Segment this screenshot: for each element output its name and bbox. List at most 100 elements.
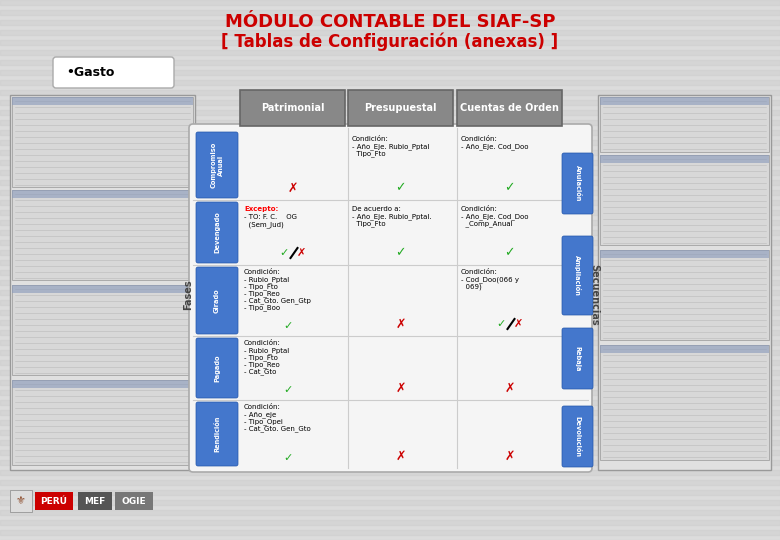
Bar (0, 140, 780, 145)
Bar (0, 170, 780, 175)
Text: - Año_eje: - Año_eje (244, 411, 276, 418)
Text: De acuerdo a:: De acuerdo a: (352, 206, 401, 212)
FancyBboxPatch shape (196, 338, 238, 398)
Bar (0, 350, 780, 355)
Text: Condición:: Condición: (461, 136, 498, 142)
Bar (0, 130, 780, 135)
Text: ✓: ✓ (284, 453, 293, 463)
Bar (0, 30, 780, 35)
Bar (0, 440, 780, 445)
Bar (0, 230, 780, 235)
Bar (0, 70, 780, 75)
Text: _Comp_Anual: _Comp_Anual (461, 220, 512, 227)
Text: ✗: ✗ (514, 319, 523, 329)
Text: ✓: ✓ (284, 385, 293, 395)
Bar (600, 97, 769, 152)
Bar (0, 90, 780, 95)
Text: ✗: ✗ (504, 449, 515, 462)
Text: ✓: ✓ (395, 246, 406, 260)
Bar (0, 110, 780, 115)
Bar (0, 180, 780, 185)
Bar (0, 20, 780, 25)
FancyBboxPatch shape (196, 132, 238, 198)
Bar (0, 390, 780, 395)
Bar (0, 530, 780, 535)
Text: - Año_Eje. Cod_Doo: - Año_Eje. Cod_Doo (461, 143, 529, 150)
Text: - Tipo_Reo: - Tipo_Reo (244, 361, 280, 368)
Bar (0, 480, 780, 485)
Text: Tipo_Fto: Tipo_Fto (352, 150, 385, 157)
Bar (0, 400, 780, 405)
Bar (12, 190, 193, 198)
FancyBboxPatch shape (562, 406, 593, 467)
Bar (0, 520, 780, 525)
Text: Condición:: Condición: (352, 136, 389, 142)
Text: MEF: MEF (84, 496, 105, 505)
FancyBboxPatch shape (196, 267, 238, 334)
Text: (Sem_Jud): (Sem_Jud) (244, 221, 284, 228)
Bar (0, 100, 780, 105)
Text: MÓDULO CONTABLE DEL SIAF-SP: MÓDULO CONTABLE DEL SIAF-SP (225, 13, 555, 31)
Text: - Tipo_Boo: - Tipo_Boo (244, 304, 280, 310)
Bar (0, 220, 780, 225)
Text: Rendición: Rendición (214, 416, 220, 452)
Text: ✗: ✗ (395, 381, 406, 395)
Text: Condición:: Condición: (461, 206, 498, 212)
Bar (0, 210, 780, 215)
Bar (12, 190, 193, 280)
Bar (0, 150, 780, 155)
Bar (0, 510, 780, 515)
Bar (598, 95, 771, 470)
Bar (0, 310, 780, 315)
Text: - Año_Eje. Rubio_Pptal.: - Año_Eje. Rubio_Pptal. (352, 213, 431, 220)
Bar (0, 460, 780, 465)
Text: Girado: Girado (214, 288, 220, 313)
Text: Rebaja: Rebaja (575, 346, 580, 372)
Bar (348, 90, 453, 126)
Text: Presupuestal: Presupuestal (364, 103, 437, 113)
Text: ✗: ✗ (297, 248, 307, 258)
Text: ✓: ✓ (280, 248, 289, 258)
Bar (0, 10, 780, 15)
Bar (457, 90, 562, 126)
Text: ✗: ✗ (395, 318, 406, 330)
Text: 069): 069) (461, 283, 482, 289)
Bar (10, 490, 32, 512)
Text: - Rubio_Pptal: - Rubio_Pptal (244, 276, 289, 283)
Bar (12, 380, 193, 465)
Bar (0, 270, 780, 275)
Text: - Año_Eje. Cod_Doo: - Año_Eje. Cod_Doo (461, 213, 529, 220)
Bar (0, 190, 780, 195)
Bar (0, 280, 780, 285)
Bar (0, 420, 780, 425)
Bar (0, 450, 780, 455)
Text: Tipo_Fto: Tipo_Fto (352, 220, 385, 227)
Bar (0, 300, 780, 305)
Text: - Tipo_Opei: - Tipo_Opei (244, 418, 283, 425)
Text: ✓: ✓ (497, 319, 506, 329)
FancyBboxPatch shape (562, 236, 593, 315)
Bar (115, 492, 153, 510)
Text: ✓: ✓ (504, 246, 515, 260)
Bar (0, 430, 780, 435)
Text: - TO: F. C.    OG: - TO: F. C. OG (244, 214, 297, 220)
FancyBboxPatch shape (196, 402, 238, 466)
Bar (0, 500, 780, 505)
Bar (10, 95, 195, 470)
Text: - Tipo_Fto: - Tipo_Fto (244, 283, 278, 290)
Bar (35, 492, 73, 510)
Bar (12, 97, 193, 105)
Text: Patrimonial: Patrimonial (261, 103, 324, 113)
Bar (600, 250, 769, 340)
Text: ✗: ✗ (395, 449, 406, 462)
Bar (12, 97, 193, 187)
FancyBboxPatch shape (189, 124, 592, 472)
Text: Devengado: Devengado (214, 212, 220, 253)
Bar (0, 60, 780, 65)
Bar (0, 490, 780, 495)
Text: Excepto:: Excepto: (244, 206, 278, 212)
Text: OGIE: OGIE (122, 496, 147, 505)
Bar (0, 340, 780, 345)
Text: ✓: ✓ (395, 181, 406, 194)
Bar (600, 155, 769, 163)
